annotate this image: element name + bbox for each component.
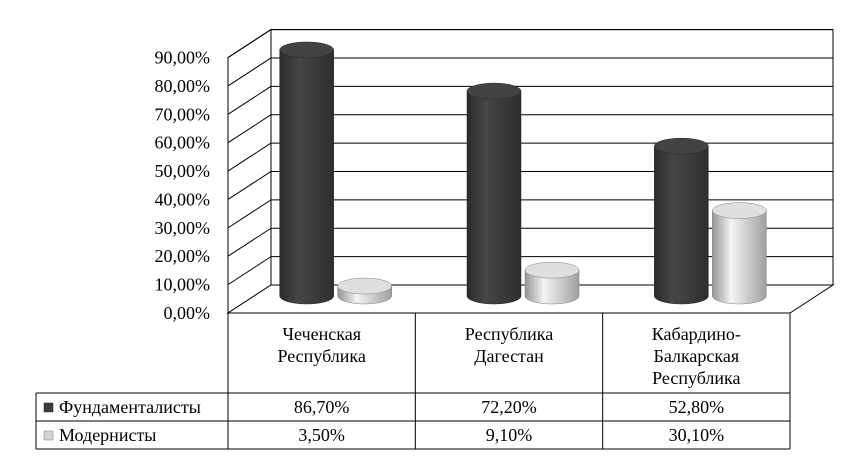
legend-swatch <box>43 402 54 413</box>
table-value: 9,10% <box>486 425 533 445</box>
y-tick-label: 80,00% <box>155 76 211 96</box>
y-tick-label: 60,00% <box>155 133 211 153</box>
bar-top <box>524 261 580 279</box>
gridline-side <box>227 57 272 87</box>
bar-body <box>279 49 334 305</box>
y-tick-label: 10,00% <box>155 275 211 295</box>
chart-walls <box>226 28 835 314</box>
gridline-side <box>227 256 272 286</box>
gridline-side <box>227 29 272 58</box>
bar-modernists <box>337 277 392 305</box>
gridline-side <box>227 114 272 144</box>
bar-modernists <box>524 261 580 305</box>
gridline-side <box>227 142 272 172</box>
bar-modernists <box>712 202 767 305</box>
table-value: 86,70% <box>294 397 350 417</box>
bar-top <box>654 137 709 155</box>
y-tick-label: 90,00% <box>155 48 211 68</box>
bar-top <box>337 277 392 295</box>
table-value: 72,20% <box>481 397 537 417</box>
y-axis-ticks: 0,00% 10,00% 20,00% 30,00% 40,00% 50,00% 60,00… <box>155 48 211 323</box>
table-value: 3,50% <box>298 425 345 445</box>
legend-swatch <box>43 430 54 441</box>
bar-fundamentalists <box>654 137 709 305</box>
category-label: Республика Дагестан <box>465 324 553 366</box>
bar-body <box>654 145 709 305</box>
table-value: 30,10% <box>669 425 725 445</box>
y-tick-label: 30,00% <box>155 218 211 238</box>
y-tick-label: 20,00% <box>155 246 211 266</box>
gridline-side <box>227 199 272 229</box>
bar-top <box>712 202 767 219</box>
y-tick-label: 70,00% <box>155 104 211 124</box>
bars <box>279 41 767 305</box>
bar-fundamentalists <box>466 82 522 305</box>
table-value: 52,80% <box>669 397 725 417</box>
data-table: Чеченская Республика Республика Дагестан Каб… <box>35 313 791 450</box>
category-label: Чеченская Республика <box>277 324 365 366</box>
bar-body <box>712 210 767 305</box>
y-tick-label: 40,00% <box>155 189 211 209</box>
bar-body <box>524 269 580 305</box>
y-tick-label: 0,00% <box>164 303 211 323</box>
bar-body <box>466 90 522 305</box>
category-label: Кабардино-Балкарская Республика <box>652 324 741 388</box>
bar-fundamentalists <box>279 41 334 305</box>
gridline-side <box>227 227 272 257</box>
gridline-side <box>227 85 272 115</box>
y-tick-label: 50,00% <box>155 161 211 181</box>
gridline-side <box>227 171 272 200</box>
legend-label: Модернисты <box>59 425 156 445</box>
bar-top <box>466 82 522 100</box>
legend-label: Фундаменталисты <box>59 397 201 417</box>
bar-top <box>279 41 334 59</box>
